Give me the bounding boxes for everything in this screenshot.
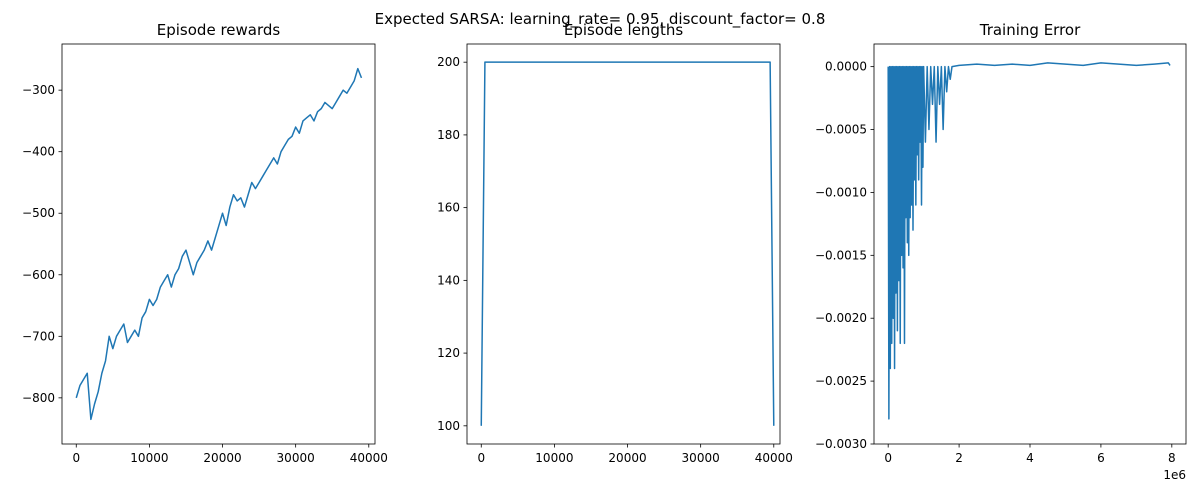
subplot-rewards: Episode rewards 0 10000 20000 30000 40000 −800… [22,21,388,465]
y-tick-label-rewards: −300 [22,83,55,97]
x-tick-label-error: 0 [884,451,892,465]
subplot-error: Training Error 0 2 4 6 8 −0.0030 −0.0025 −0.0020… [815,21,1187,482]
x-tick-label-lengths: 20000 [608,451,646,465]
figure-suptitle: Expected SARSA: learning_rate= 0.95, dis… [375,10,826,29]
series-line-lengths [480,61,775,426]
y-tick-label-rewards: −600 [22,268,55,282]
x-tick-label-lengths: 40000 [755,451,793,465]
y-tick-label-lengths: 100 [437,419,460,433]
x-tick-label-lengths: 10000 [535,451,573,465]
x-tick-label-lengths: 30000 [682,451,720,465]
y-tick-label-error: −0.0025 [815,374,867,388]
subplot-title-error: Training Error [979,21,1081,39]
y-tick-label-lengths: 140 [437,273,460,287]
y-tick-label-error: −0.0010 [815,185,867,199]
x-tick-label-rewards: 10000 [130,451,168,465]
x-tick-label-error: 8 [1168,451,1176,465]
subplot-title-lengths: Episode lengths [564,21,683,39]
x-tick-label-error: 6 [1097,451,1105,465]
x-axis-multiplier-error: 1e6 [1163,468,1186,482]
y-tick-label-rewards: −400 [22,145,55,159]
series-line-error [887,62,1171,420]
y-tick-label-rewards: −800 [22,391,55,405]
x-tick-label-error: 4 [1026,451,1034,465]
y-tick-label-error: −0.0020 [815,311,867,325]
y-tick-label-lengths: 120 [437,346,460,360]
subplot-lengths: Episode lengths 0 10000 20000 30000 40000 100 1… [437,21,793,465]
subplot-title-rewards: Episode rewards [157,21,281,39]
y-tick-label-error: 0.0000 [825,60,867,74]
y-tick-label-rewards: −700 [22,329,55,343]
y-tick-label-lengths: 160 [437,201,460,215]
y-tick-label-lengths: 180 [437,128,460,142]
y-tick-label-error: −0.0030 [815,437,867,451]
x-tick-label-rewards: 40000 [350,451,388,465]
x-tick-label-rewards: 30000 [277,451,315,465]
y-tick-label-error: −0.0005 [815,123,867,137]
x-tick-label-rewards: 20000 [203,451,241,465]
series-line-rewards [75,67,363,421]
axes-frame-lengths [466,43,781,445]
y-tick-label-error: −0.0015 [815,248,867,262]
x-tick-label-lengths: 0 [477,451,485,465]
y-tick-label-rewards: −500 [22,206,55,220]
x-tick-label-rewards: 0 [72,451,80,465]
axes-frame-rewards [61,43,376,445]
x-tick-label-error: 2 [955,451,963,465]
y-tick-label-lengths: 200 [437,55,460,69]
